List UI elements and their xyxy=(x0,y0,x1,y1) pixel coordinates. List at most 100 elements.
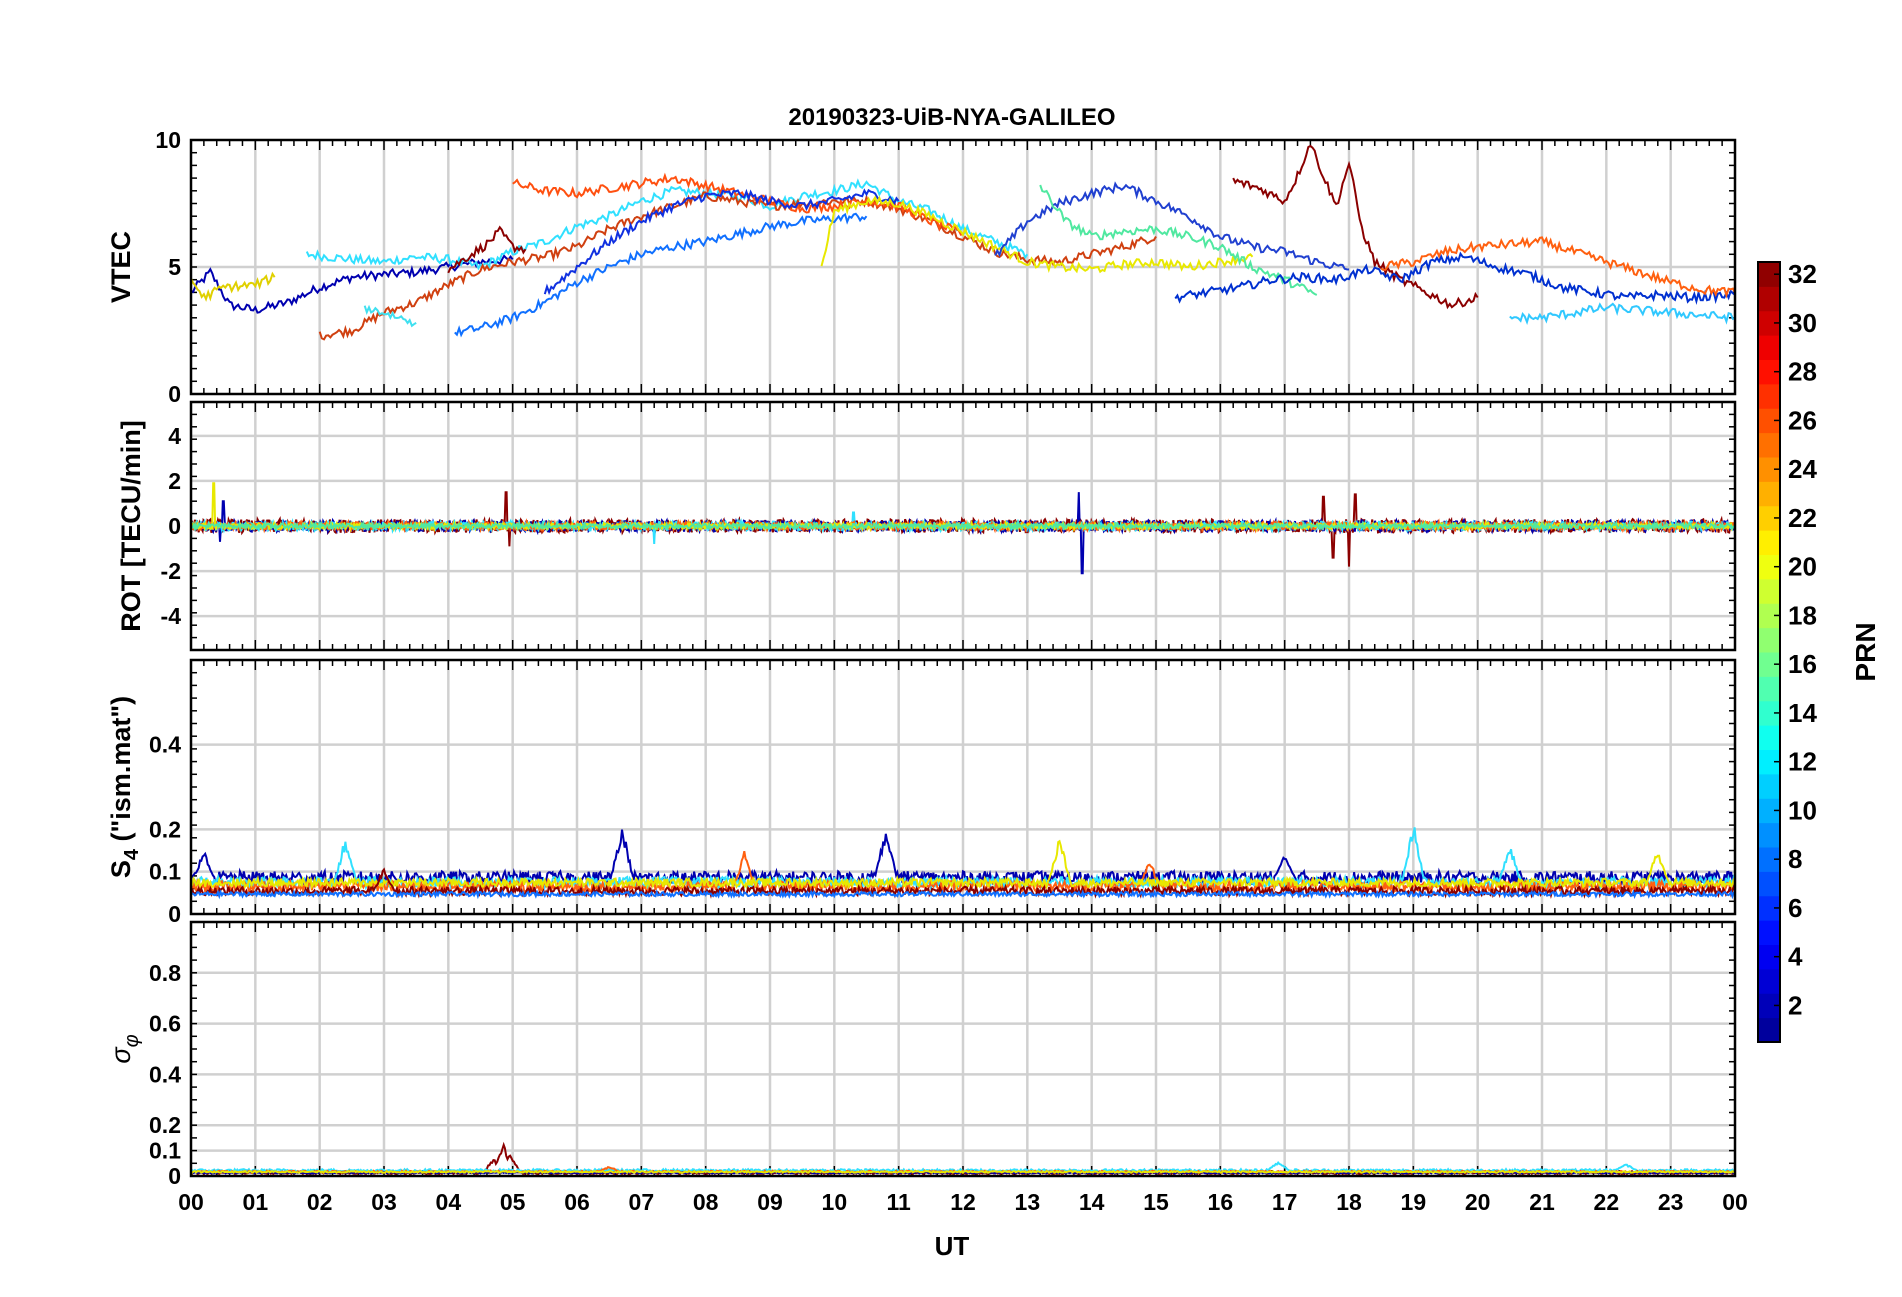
y-tick-label: 4 xyxy=(168,423,181,449)
colorbar-band xyxy=(1758,749,1780,775)
y-tick-label: 0.4 xyxy=(149,1061,181,1087)
y-tick-label: 0 xyxy=(168,1163,181,1189)
colorbar-band xyxy=(1758,700,1780,726)
plot-frame xyxy=(189,400,1737,652)
colorbar-band xyxy=(1758,798,1780,824)
y-tick-label: 0.2 xyxy=(149,816,181,842)
plot-frame xyxy=(189,920,1737,1178)
colorbar-tick-label: 14 xyxy=(1788,698,1817,728)
panel-2: -4 -2 0 2 4 ROT [TECU/min] xyxy=(116,400,1737,652)
x-tick-label: 20 xyxy=(1465,1189,1491,1215)
colorbar-tick-label: 18 xyxy=(1788,600,1817,630)
series-group xyxy=(191,1141,1735,1176)
y-tick-label: -2 xyxy=(161,558,181,584)
series-line-7 xyxy=(543,188,900,296)
colorbar-tick-label: 32 xyxy=(1788,259,1817,289)
series-line-13 xyxy=(1380,236,1735,299)
colorbar-band xyxy=(1758,359,1780,385)
series-line-16 xyxy=(363,304,417,328)
colorbar-band xyxy=(1758,286,1780,312)
x-tick-label: 08 xyxy=(693,1189,719,1215)
x-tick-label: 06 xyxy=(564,1189,590,1215)
panel-3: 0 0.1 0.2 0.4S4 ("ism.mat") xyxy=(106,658,1737,927)
colorbar-band xyxy=(1758,408,1780,434)
colorbar-tick-label: 16 xyxy=(1788,649,1817,679)
colorbar-band xyxy=(1758,993,1780,1019)
x-tick-label: 07 xyxy=(629,1189,655,1215)
series-line-5 xyxy=(191,1169,1735,1175)
colorbar-band xyxy=(1758,262,1780,287)
y-tick-label: 0.4 xyxy=(149,732,181,758)
colorbar-tick-label: 30 xyxy=(1788,308,1817,338)
y-tick-label: 0 xyxy=(168,901,181,927)
x-tick-label: 03 xyxy=(371,1189,397,1215)
series-line-5 xyxy=(454,212,868,338)
x-tick-label: 04 xyxy=(436,1189,462,1215)
colorbar-band xyxy=(1758,725,1780,750)
y-tick-label: 0.2 xyxy=(149,1112,181,1138)
colorbar-frame xyxy=(1757,261,1781,1043)
y-tick-label: 0.1 xyxy=(149,859,181,885)
x-tick-label: 18 xyxy=(1336,1189,1362,1215)
colorbar-tick-label: 20 xyxy=(1788,552,1817,582)
colorbar-band xyxy=(1758,871,1780,897)
colorbar-band xyxy=(1758,554,1780,580)
colorbar-tick-label: 2 xyxy=(1788,990,1802,1020)
colorbar-band xyxy=(1758,847,1780,872)
series-line-11 xyxy=(1232,144,1479,310)
x-axis-label: UT xyxy=(935,1231,970,1261)
x-tick-label: 23 xyxy=(1658,1189,1684,1215)
colorbar-band xyxy=(1758,530,1780,555)
series-line-9 xyxy=(994,181,1350,271)
colorbar-tick-label: 10 xyxy=(1788,795,1817,825)
y-axis-label: S4 ("ism.mat") xyxy=(106,696,143,878)
x-tick-label: 21 xyxy=(1529,1189,1555,1215)
colorbar-tick-label: 12 xyxy=(1788,747,1817,777)
colorbar-tick-label: 26 xyxy=(1788,405,1817,435)
colorbar-band xyxy=(1758,968,1780,994)
y-tick-label: 2 xyxy=(168,468,181,494)
colorbar-band xyxy=(1758,1017,1780,1043)
y-axis-label: VTEC xyxy=(106,231,136,303)
x-tick-label: 14 xyxy=(1079,1189,1105,1215)
colorbar-band xyxy=(1758,603,1780,629)
x-tick-label: 05 xyxy=(500,1189,526,1215)
colorbar-band xyxy=(1758,822,1780,848)
colorbar-band xyxy=(1758,652,1780,677)
y-tick-label: 10 xyxy=(155,127,181,153)
x-tick-label: 00 xyxy=(1722,1189,1748,1215)
x-tick-label: 01 xyxy=(243,1189,269,1215)
colorbar-tick-label: 4 xyxy=(1788,942,1803,972)
colorbar-tick-label: 22 xyxy=(1788,503,1817,533)
y-axis-label: σφ xyxy=(106,1034,143,1063)
series-line-14 xyxy=(1509,302,1735,326)
series-line-6 xyxy=(191,519,1735,533)
x-tick-label: 02 xyxy=(307,1189,333,1215)
series-line-4 xyxy=(191,839,1735,891)
series-line-2 xyxy=(305,178,1029,271)
x-tick-label: 16 xyxy=(1208,1189,1234,1215)
x-tick-label: 09 xyxy=(757,1189,783,1215)
x-tick-label: 15 xyxy=(1143,1189,1169,1215)
series-line-10 xyxy=(1039,184,1318,296)
x-tick-label: 19 xyxy=(1401,1189,1427,1215)
series-line-6 xyxy=(191,889,1735,900)
x-tick-label: 10 xyxy=(822,1189,848,1215)
series-group xyxy=(191,827,1735,900)
y-axis-label: ROT [TECU/min] xyxy=(116,420,146,631)
colorbar-band xyxy=(1758,457,1780,482)
colorbar-band xyxy=(1758,505,1780,531)
y-tick-label: 5 xyxy=(168,254,181,280)
x-tick-label: 00 xyxy=(178,1189,204,1215)
colorbar-tick-label: 8 xyxy=(1788,844,1802,874)
x-tick-label: 12 xyxy=(950,1189,976,1215)
series-line-3 xyxy=(318,191,1157,341)
y-tick-label: 0.6 xyxy=(149,1011,181,1037)
y-tick-label: 0.8 xyxy=(149,960,181,986)
series-line-15 xyxy=(191,271,276,302)
colorbar-label: PRN xyxy=(1850,622,1881,681)
colorbar-band xyxy=(1758,944,1780,970)
